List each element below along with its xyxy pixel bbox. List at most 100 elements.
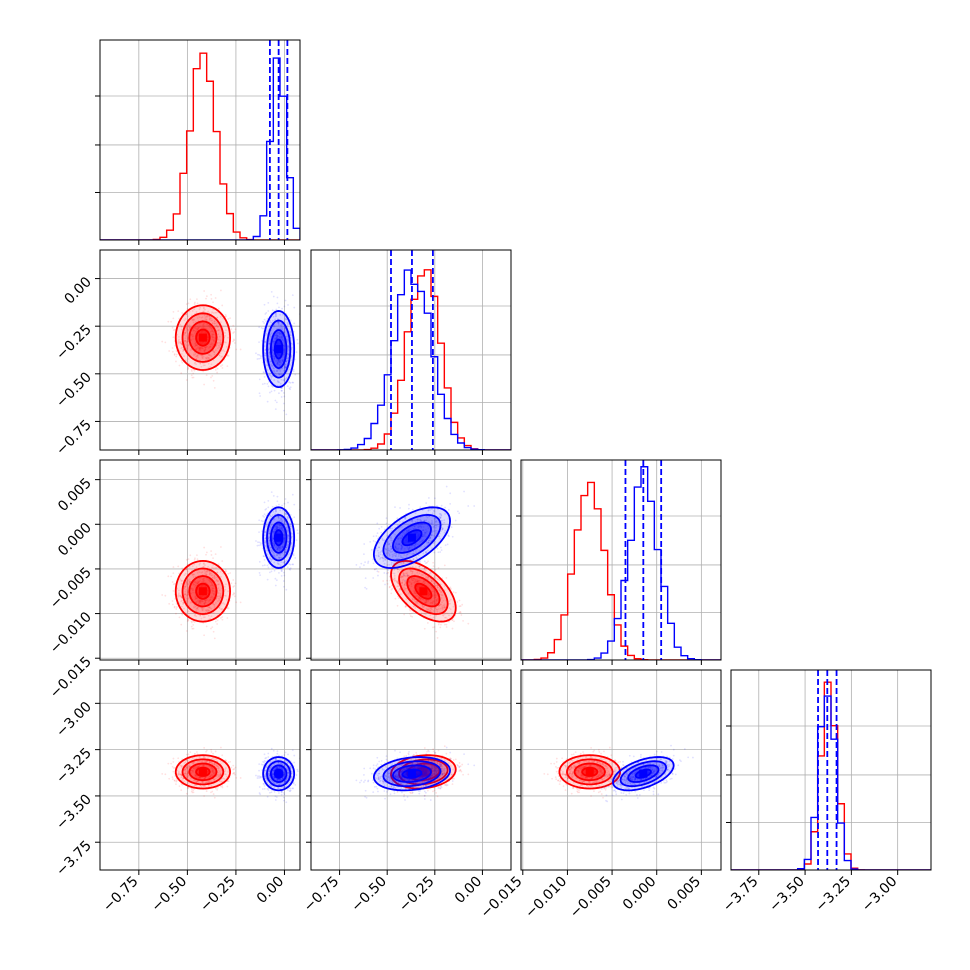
scatter-point xyxy=(193,614,196,617)
scatter-point xyxy=(367,562,369,564)
scatter-point xyxy=(182,579,185,582)
scatter-point xyxy=(432,509,435,512)
scatter-point xyxy=(212,772,215,775)
scatter-point xyxy=(418,597,420,600)
scatter-point xyxy=(203,306,205,309)
scatter-point xyxy=(284,377,287,380)
scatter-point xyxy=(279,370,282,373)
scatter-point xyxy=(277,322,280,325)
scatter-point xyxy=(278,331,281,334)
scatter-point xyxy=(276,526,279,529)
scatter-point xyxy=(212,758,215,761)
scatter-point xyxy=(462,620,464,622)
scatter-point xyxy=(271,550,274,553)
scatter-point xyxy=(200,599,202,602)
scatter-point xyxy=(395,553,398,556)
scatter-point xyxy=(431,512,434,515)
scatter-point xyxy=(372,562,375,565)
scatter-point xyxy=(185,792,188,795)
scatter-point xyxy=(416,518,419,521)
scatter-point xyxy=(198,322,201,325)
scatter-point xyxy=(195,767,197,770)
scatter-point xyxy=(205,297,207,300)
scatter-point xyxy=(407,552,410,555)
scatter-point xyxy=(278,547,281,549)
scatter-point xyxy=(273,340,275,343)
scatter-point xyxy=(400,548,403,551)
scatter-point xyxy=(209,580,211,583)
scatter-point xyxy=(278,524,281,527)
scatter-point xyxy=(210,615,213,618)
scatter-point xyxy=(164,594,167,597)
scatter-point xyxy=(201,609,204,611)
scatter-point xyxy=(189,349,192,351)
scatter-point xyxy=(383,572,386,574)
scatter-point xyxy=(397,597,400,600)
scatter-point xyxy=(278,557,281,559)
scatter-point xyxy=(213,351,216,353)
scatter-point xyxy=(161,340,164,343)
scatter-point xyxy=(264,508,267,511)
scatter-point xyxy=(204,777,207,780)
scatter-point xyxy=(269,363,272,366)
scatter-point xyxy=(418,525,421,527)
scatter-point xyxy=(271,375,274,377)
scatter-point xyxy=(399,587,401,590)
scatter-point xyxy=(235,348,238,351)
scatter-point xyxy=(264,349,266,351)
scatter-point xyxy=(280,528,283,531)
scatter-point xyxy=(192,321,195,324)
scatter-point xyxy=(433,601,436,603)
scatter-point xyxy=(278,327,280,330)
scatter-point xyxy=(259,355,262,358)
scatter-point xyxy=(424,601,427,604)
scatter-point xyxy=(415,595,418,598)
scatter-point xyxy=(212,587,214,590)
scatter-point xyxy=(410,582,413,585)
scatter-point xyxy=(212,793,215,795)
scatter-point xyxy=(280,387,282,390)
scatter-point xyxy=(211,566,213,569)
scatter-point xyxy=(405,572,407,575)
scatter-point xyxy=(202,347,204,350)
scatter-point xyxy=(187,774,190,777)
scatter-point xyxy=(411,544,413,547)
scatter-point xyxy=(199,362,202,365)
scatter-point xyxy=(272,349,275,352)
scatter-point xyxy=(233,339,236,342)
scatter-point xyxy=(438,604,441,607)
scatter-point xyxy=(210,550,213,552)
scatter-point xyxy=(266,364,268,367)
scatter-point xyxy=(411,553,414,555)
scatter-point xyxy=(180,372,183,375)
scatter-point xyxy=(396,524,399,526)
scatter-point xyxy=(394,545,397,548)
scatter-point xyxy=(185,766,188,768)
scatter-point xyxy=(275,505,278,508)
scatter-point xyxy=(271,365,274,368)
scatter-point xyxy=(277,546,280,548)
scatter-point xyxy=(434,596,437,599)
scatter-point xyxy=(431,586,433,589)
scatter-point xyxy=(285,357,288,360)
scatter-point xyxy=(203,322,206,325)
scatter-point xyxy=(212,611,215,614)
scatter-point xyxy=(224,595,227,597)
scatter-point xyxy=(391,587,394,590)
scatter-point xyxy=(414,582,416,585)
scatter-point xyxy=(194,606,197,608)
scatter-point xyxy=(200,316,203,319)
scatter-point xyxy=(187,358,190,360)
scatter-point xyxy=(183,574,186,577)
scatter-point xyxy=(390,561,393,564)
scatter-point xyxy=(398,520,401,523)
scatter-point xyxy=(194,752,196,755)
scatter-point xyxy=(211,330,214,333)
scatter-point xyxy=(283,345,286,348)
scatter-point xyxy=(210,773,213,776)
scatter-point xyxy=(278,571,280,574)
scatter-point xyxy=(404,606,407,608)
scatter-point xyxy=(291,493,294,496)
scatter-point xyxy=(172,590,175,592)
scatter-point xyxy=(415,580,418,583)
